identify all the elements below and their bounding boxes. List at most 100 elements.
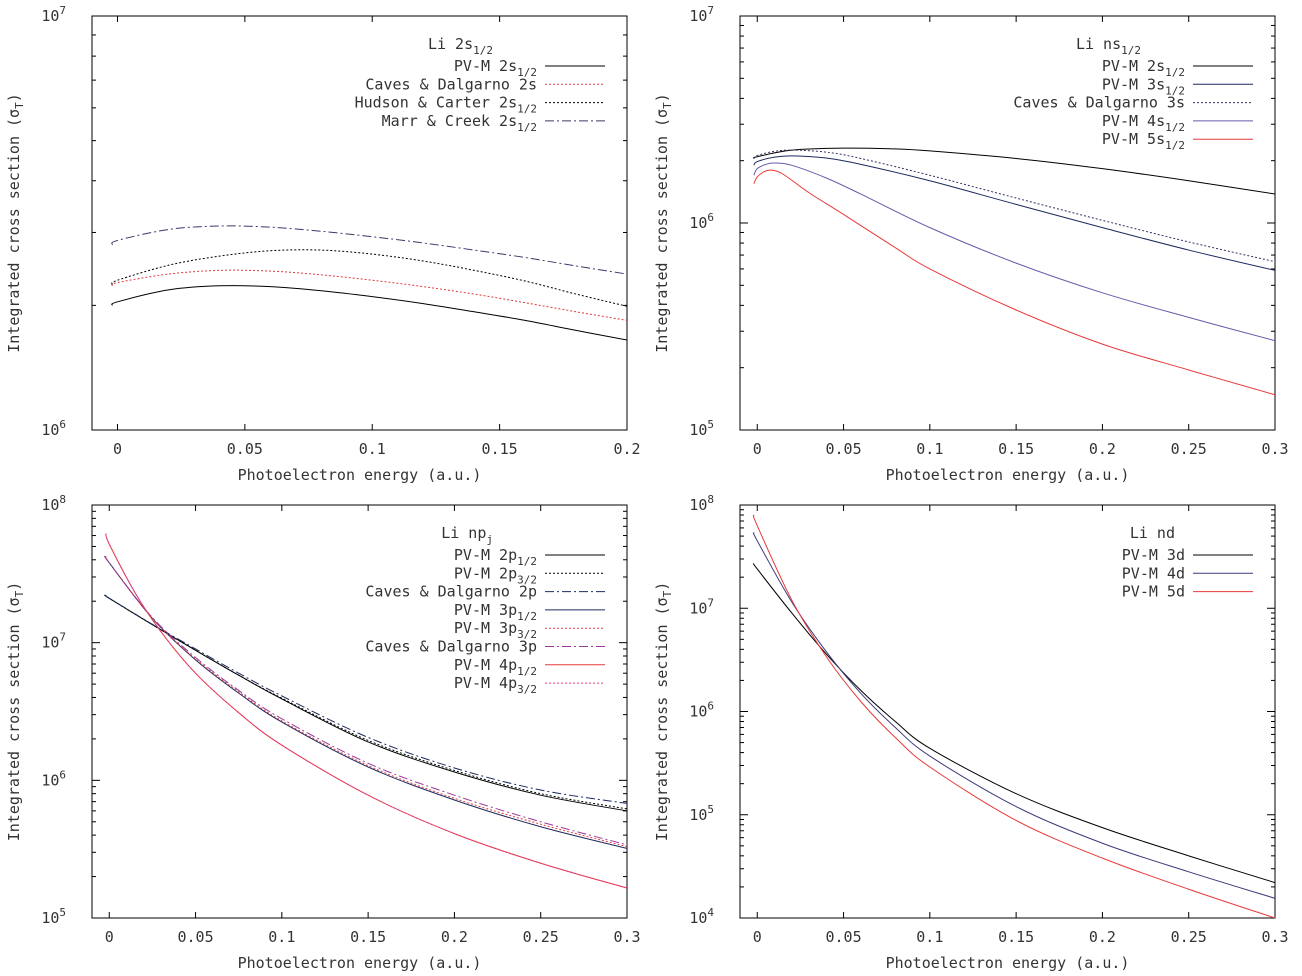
x-tick-label: 0.25 [523,928,559,946]
series-line-1 [104,594,627,812]
x-tick-label: 0.1 [268,928,295,946]
series-line-4 [111,225,627,275]
y-tick-label: 105 [689,418,714,439]
chart-panel-1: 0 0.05 0.1 0.15 0.2 106 107 Photoelectron energ… [5,4,641,484]
y-axis-label: Integrated cross section (σT) [653,93,674,353]
x-tick-label: 0.15 [998,440,1034,458]
y-tick-label: 106 [41,418,66,439]
series-line-5 [753,169,1275,396]
svg-text:Integrated cross section (σT): Integrated cross section (σT) [653,582,674,842]
legend-title: Li ns1/2 [1076,35,1141,57]
series-line-1 [752,563,1275,884]
x-tick-label: 0.2 [441,928,468,946]
series-line-6 [104,555,627,846]
legend-entry-label: Caves & Dalgarno 3s [1013,94,1185,112]
x-tick-label: 0 [105,928,114,946]
y-tick-label: 106 [41,768,66,789]
x-tick-label: 0 [753,440,762,458]
x-tick-label: 0.05 [825,440,861,458]
series-line-2 [753,155,1275,271]
legend-entry-label: PV-M 5s1/2 [1102,130,1185,152]
legend-title: Li 2s1/2 [428,35,493,57]
series-line-2 [111,269,627,321]
chart-panel-4: 0 0.05 0.1 0.15 0.2 0.25 0.3 104 105 106 107 108 Pho… [653,493,1289,972]
plot-frame [739,15,1276,431]
x-tick-label: 0.2 [1089,440,1116,458]
legend-entry-label: PV-M 3p1/2 [454,601,537,623]
chart-panel-3: 0 0.05 0.1 0.15 0.2 0.25 0.3 105 106 107 108 Photoe… [5,493,641,972]
x-tick-label: 0.2 [613,440,640,458]
series-line-1 [752,147,1275,195]
y-axis-label: Integrated cross section (σT) [5,93,26,353]
legend-entry-label: PV-M 3p3/2 [454,619,537,641]
legend-entry-label: PV-M 4d [1122,564,1185,582]
legend-entry-label: Caves & Dalgarno 2s [365,75,537,93]
x-tick-label: 0.3 [1261,440,1288,458]
x-tick-label: 0 [113,440,122,458]
svg-text:Integrated cross section (σT): Integrated cross section (σT) [653,93,674,353]
legend-entry-label: PV-M 5d [1122,583,1185,601]
legend-title: Li npj [441,524,493,546]
x-tick-label: 0.05 [177,928,213,946]
series-line-8 [105,533,627,889]
y-tick-label: 108 [689,493,714,514]
series-line-3 [111,249,627,307]
legend-entry-label: PV-M 3d [1122,546,1185,564]
series-line-3 [752,514,1275,918]
series-line-3 [104,594,627,804]
x-axis-label: Photoelectron energy (a.u.) [238,954,482,972]
legend-entry-label: PV-M 2p1/2 [454,546,537,568]
x-tick-label: 0.15 [998,928,1034,946]
x-tick-label: 0.15 [482,440,518,458]
legend-entry-label: Caves & Dalgarno 2p [365,583,537,601]
y-tick-label: 106 [689,700,714,721]
series-line-3 [753,149,1275,263]
series-line-1 [111,285,627,341]
series-line-5 [104,555,627,848]
svg-text:Integrated cross section (σT): Integrated cross section (σT) [5,93,26,353]
legend-title: Li nd [1130,524,1175,542]
series-line-2 [752,532,1275,899]
legend-entry-label: Marr & Creek 2s1/2 [382,112,537,134]
x-tick-label: 0.3 [1261,928,1288,946]
legend-entry-label: PV-M 2s1/2 [1102,57,1185,79]
legend-entry-label: Hudson & Carter 2s1/2 [355,94,537,116]
x-axis-label: Photoelectron energy (a.u.) [238,466,482,484]
legend-entry-label: PV-M 3s1/2 [1102,75,1185,97]
x-tick-label: 0.25 [1171,928,1207,946]
legend-entry-label: PV-M 2s1/2 [454,57,537,79]
x-tick-label: 0.2 [1089,928,1116,946]
svg-text:Integrated cross section (σT): Integrated cross section (σT) [5,582,26,842]
x-tick-label: 0.05 [227,440,263,458]
y-tick-label: 108 [41,493,66,514]
plot-frame [91,15,628,431]
y-tick-label: 104 [689,906,714,927]
y-axis-label: Integrated cross section (σT) [653,582,674,842]
x-tick-label: 0.15 [350,928,386,946]
y-axis-label: Integrated cross section (σT) [5,582,26,842]
plot-frame [91,504,628,919]
series-line-4 [753,162,1275,342]
legend-entry-label: PV-M 4p3/2 [454,674,537,696]
x-tick-label: 0.1 [916,440,943,458]
plot-frame [739,504,1276,919]
y-tick-label: 107 [41,4,66,25]
legend-entry-label: PV-M 4p1/2 [454,656,537,678]
legend-entry-label: PV-M 4s1/2 [1102,112,1185,134]
x-tick-label: 0.25 [1171,440,1207,458]
x-tick-label: 0.05 [825,928,861,946]
x-tick-label: 0.1 [916,928,943,946]
x-axis-label: Photoelectron energy (a.u.) [886,466,1130,484]
x-tick-label: 0.3 [613,928,640,946]
y-tick-label: 105 [41,906,66,927]
y-tick-label: 107 [689,4,714,25]
x-tick-label: 0 [753,928,762,946]
y-tick-label: 107 [41,631,66,652]
chart-panel-2: 0 0.05 0.1 0.15 0.2 0.25 0.3 105 106 107 Photoelec… [653,4,1289,484]
legend-entry-label: Caves & Dalgarno 3p [365,638,537,656]
y-tick-label: 105 [689,803,714,824]
legend-entry-label: PV-M 2p3/2 [454,564,537,586]
x-tick-label: 0.1 [359,440,386,458]
series-line-2 [104,594,627,810]
